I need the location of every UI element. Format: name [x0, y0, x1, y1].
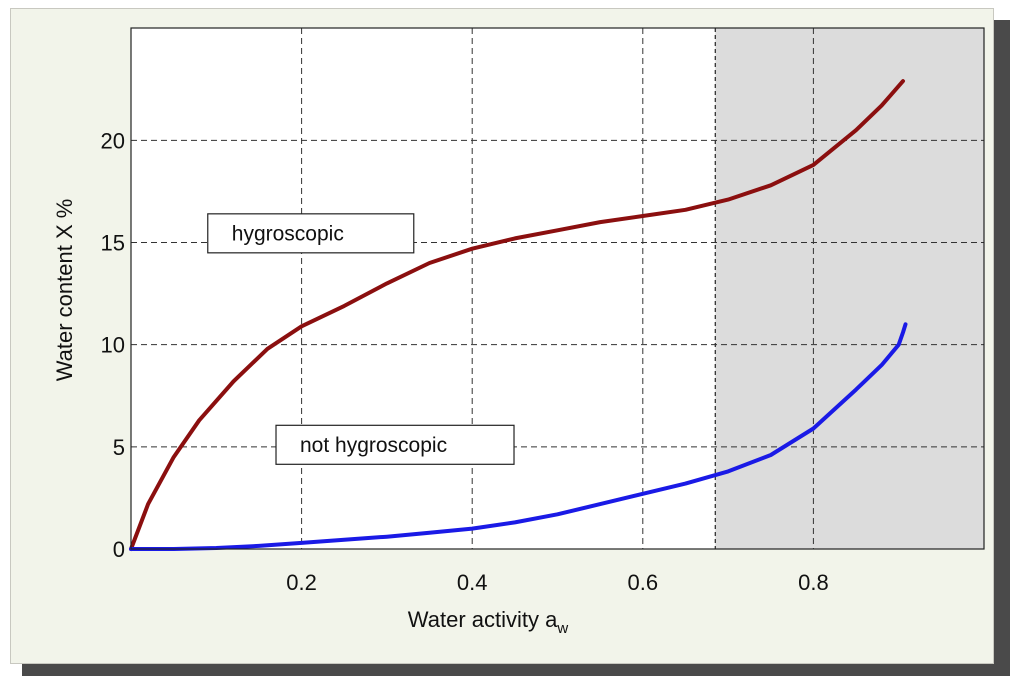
series-line-hygroscopic [129, 79, 905, 551]
y-axis-label: Water content X % [52, 199, 77, 382]
x-axis-label-main: Water activity a [408, 607, 558, 632]
x-tick-label: 0.2 [286, 570, 317, 595]
annotation-not-hygroscopic: not hygroscopic [275, 424, 515, 465]
shaded-region [715, 28, 984, 549]
x-tick-label: 0.8 [798, 570, 829, 595]
y-tick-label: 10 [101, 333, 125, 358]
annotation-box [275, 424, 515, 465]
x-axis-label: Water activity aw [408, 607, 569, 637]
annotation-text: not hygroscopic [300, 434, 447, 457]
y-tick-label: 15 [101, 231, 125, 256]
annotation-text: hygroscopic [232, 222, 344, 245]
x-axis-label-subscript: w [556, 620, 568, 637]
plot-border [130, 27, 985, 550]
y-tick-label: 20 [101, 128, 125, 153]
series-line-not-hygroscopic [129, 322, 908, 551]
y-tick-label: 0 [113, 537, 125, 562]
x-tick-label: 0.6 [628, 570, 659, 595]
annotation-hygroscopic: hygroscopic [207, 213, 415, 254]
annotation-box [207, 213, 415, 254]
y-tick-label: 5 [113, 435, 125, 460]
x-tick-label: 0.4 [457, 570, 488, 595]
